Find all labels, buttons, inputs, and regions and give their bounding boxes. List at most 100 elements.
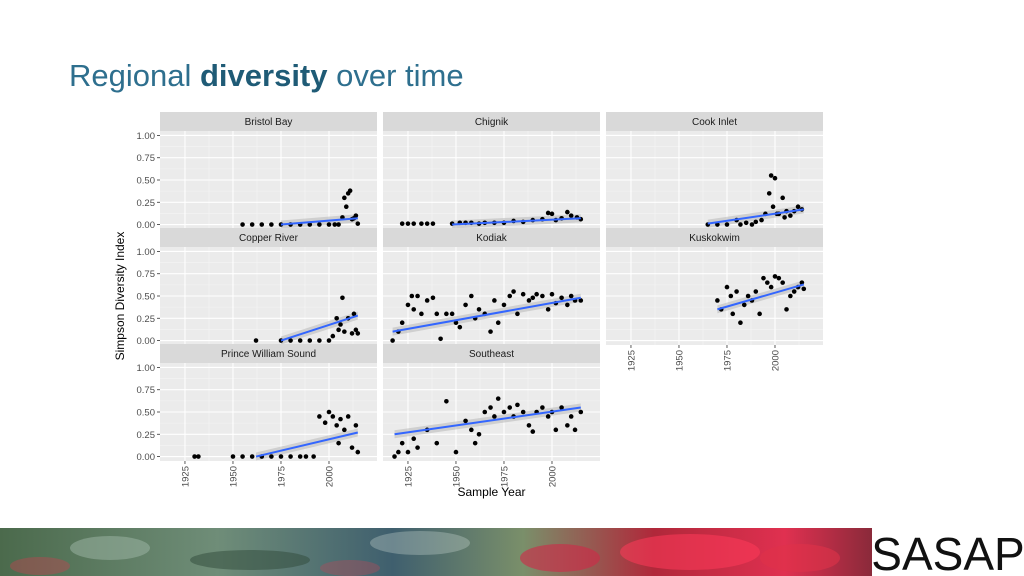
data-point <box>724 222 730 227</box>
x-tick-label: 1975 <box>276 466 287 487</box>
data-point <box>757 311 762 317</box>
data-point <box>526 423 532 428</box>
y-tick-label: 0.00 <box>137 220 156 231</box>
data-point <box>565 302 570 308</box>
x-tick-label: 1975 <box>722 350 733 371</box>
data-point <box>476 431 482 437</box>
data-point <box>411 436 417 442</box>
data-point <box>507 405 513 410</box>
data-point <box>738 222 743 227</box>
facet-strip <box>606 228 823 247</box>
y-tick-label: 0.50 <box>137 176 156 187</box>
trend-line <box>707 208 804 225</box>
facet-label: Kodiak <box>476 233 508 244</box>
data-point <box>463 418 468 424</box>
data-point <box>434 440 440 446</box>
data-point <box>568 213 574 218</box>
data-point <box>565 209 570 215</box>
data-point <box>278 454 284 459</box>
data-point <box>768 173 774 178</box>
data-point <box>759 217 764 223</box>
data-point <box>741 302 747 308</box>
trend-line <box>452 217 581 226</box>
data-point <box>355 331 361 336</box>
data-point <box>253 338 259 343</box>
data-point <box>405 221 411 226</box>
facet-label: Cook Inlet <box>692 117 737 128</box>
data-point <box>515 402 520 408</box>
facet-panel: Cook Inlet <box>606 112 823 229</box>
data-point <box>578 409 584 415</box>
data-point <box>430 295 436 301</box>
data-point <box>349 445 355 450</box>
sasap-logo: SASAP <box>872 528 1024 576</box>
data-point <box>801 286 807 292</box>
y-tick-label: 0.00 <box>137 336 156 347</box>
data-point <box>540 293 545 299</box>
data-point <box>392 454 397 459</box>
data-point <box>520 291 526 297</box>
data-point <box>307 222 313 227</box>
data-point <box>559 405 564 410</box>
data-point <box>784 307 789 312</box>
data-point <box>334 315 339 321</box>
data-point <box>492 298 497 303</box>
data-point <box>568 414 574 419</box>
data-point <box>795 204 801 210</box>
data-point <box>488 329 493 334</box>
x-tick-label: 1975 <box>499 466 510 487</box>
data-point <box>330 333 336 339</box>
data-point <box>553 427 559 433</box>
data-point <box>745 293 751 299</box>
data-point <box>770 204 776 210</box>
data-point <box>297 454 303 459</box>
data-point <box>288 454 293 459</box>
facet-panel: Prince William Sound 0.00 0.25 0.50 0.75 1.00… <box>137 344 377 487</box>
data-point <box>444 399 449 404</box>
data-point <box>530 295 536 301</box>
x-tick-label: 2000 <box>770 350 781 371</box>
data-point <box>317 338 322 343</box>
data-point <box>780 280 785 285</box>
logo-text: SASAP <box>872 528 1024 576</box>
data-point <box>520 409 526 415</box>
trend-line <box>280 314 359 342</box>
data-point <box>311 454 316 459</box>
data-point <box>330 414 336 419</box>
data-point <box>476 307 482 312</box>
data-point <box>399 221 405 226</box>
facet-label: Chignik <box>475 117 509 128</box>
data-point <box>753 289 759 294</box>
data-point <box>772 175 778 181</box>
data-point <box>326 409 332 415</box>
facet-strip <box>383 112 600 131</box>
data-point <box>501 409 507 415</box>
data-point <box>565 423 570 428</box>
data-point <box>353 213 359 218</box>
y-tick-label: 0.25 <box>137 430 156 441</box>
data-point <box>501 302 507 308</box>
data-point <box>507 293 513 299</box>
data-point <box>488 405 493 410</box>
data-point <box>728 293 734 299</box>
trend-line <box>392 296 581 333</box>
data-point <box>396 449 401 455</box>
data-point <box>469 427 474 433</box>
data-point <box>409 293 415 299</box>
y-tick-label: 1.00 <box>137 131 156 142</box>
data-point <box>351 311 357 317</box>
data-point <box>240 222 245 227</box>
y-tick-label: 1.00 <box>137 247 156 258</box>
data-point <box>453 320 459 326</box>
data-point <box>434 311 440 317</box>
data-point <box>492 414 497 419</box>
x-tick-label: 1950 <box>451 466 462 487</box>
y-tick-label: 0.25 <box>137 314 156 325</box>
data-point <box>568 293 574 299</box>
y-tick-label: 0.75 <box>137 385 156 396</box>
data-point <box>415 293 420 299</box>
trend-line <box>717 283 805 311</box>
data-point <box>743 220 749 226</box>
data-point <box>411 221 417 226</box>
data-point <box>534 291 539 297</box>
